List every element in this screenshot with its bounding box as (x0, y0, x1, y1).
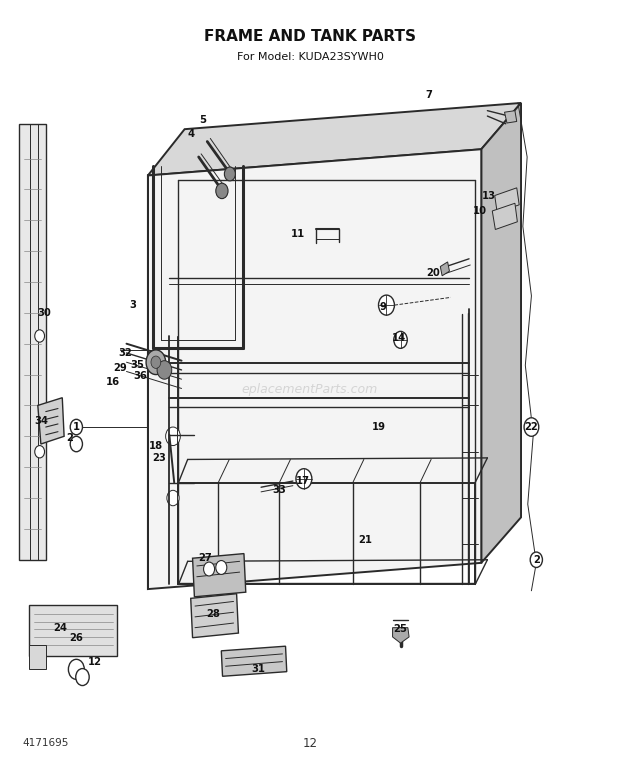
Text: 12: 12 (87, 657, 102, 667)
Circle shape (70, 436, 82, 452)
Text: 4171695: 4171695 (22, 739, 69, 749)
Circle shape (157, 360, 172, 379)
Text: 34: 34 (34, 416, 48, 426)
Polygon shape (505, 111, 516, 123)
Circle shape (203, 562, 215, 576)
Circle shape (151, 356, 161, 368)
Text: 26: 26 (69, 633, 83, 643)
Text: 1: 1 (73, 422, 80, 432)
Text: 16: 16 (106, 378, 120, 388)
Text: 21: 21 (358, 536, 372, 545)
Circle shape (76, 668, 89, 686)
Text: For Model: KUDA23SYWH0: For Model: KUDA23SYWH0 (237, 51, 383, 62)
Text: 9: 9 (380, 303, 387, 313)
Text: 22: 22 (525, 422, 538, 432)
Text: 33: 33 (273, 485, 286, 495)
Text: FRAME AND TANK PARTS: FRAME AND TANK PARTS (204, 29, 416, 44)
Circle shape (524, 418, 539, 436)
Polygon shape (193, 554, 246, 597)
Text: 13: 13 (482, 190, 495, 200)
Polygon shape (495, 188, 519, 212)
Circle shape (35, 330, 45, 342)
Polygon shape (19, 124, 46, 560)
Text: 14: 14 (392, 332, 406, 342)
Text: 23: 23 (152, 453, 166, 463)
Text: 30: 30 (37, 308, 51, 317)
Polygon shape (38, 398, 64, 444)
Text: 29: 29 (113, 363, 127, 374)
Circle shape (216, 183, 228, 199)
Polygon shape (29, 644, 46, 669)
Polygon shape (440, 262, 450, 276)
Text: 25: 25 (394, 624, 407, 634)
Text: 12: 12 (303, 737, 317, 750)
Polygon shape (221, 646, 287, 676)
Polygon shape (492, 204, 517, 229)
Text: 27: 27 (198, 553, 211, 563)
Text: 24: 24 (53, 622, 68, 633)
Text: 7: 7 (426, 90, 433, 100)
Circle shape (146, 350, 166, 374)
Text: 32: 32 (118, 348, 132, 358)
Text: 35: 35 (131, 360, 144, 370)
Circle shape (167, 491, 179, 505)
Text: 19: 19 (371, 422, 386, 432)
Circle shape (296, 469, 312, 489)
Polygon shape (392, 628, 409, 643)
Circle shape (394, 332, 407, 349)
Text: 11: 11 (291, 229, 305, 239)
Text: 20: 20 (427, 268, 440, 278)
Text: 10: 10 (473, 206, 487, 216)
Text: 36: 36 (133, 371, 147, 381)
Circle shape (70, 420, 82, 434)
Text: 31: 31 (251, 665, 265, 675)
Circle shape (224, 167, 236, 181)
Circle shape (68, 659, 84, 679)
Text: eplacementParts.com: eplacementParts.com (242, 384, 378, 396)
Circle shape (530, 552, 542, 568)
Circle shape (378, 295, 394, 315)
Text: 18: 18 (149, 441, 163, 451)
Text: 17: 17 (296, 476, 309, 486)
Polygon shape (29, 604, 117, 656)
Text: 4: 4 (187, 129, 194, 139)
Text: 28: 28 (206, 608, 220, 619)
Text: 2: 2 (66, 433, 73, 443)
Polygon shape (191, 594, 239, 638)
Text: 2: 2 (533, 555, 540, 565)
Circle shape (166, 427, 180, 445)
Circle shape (216, 561, 227, 574)
Text: 3: 3 (129, 300, 136, 310)
Polygon shape (148, 103, 521, 176)
Polygon shape (148, 149, 481, 589)
Circle shape (35, 445, 45, 458)
Polygon shape (481, 103, 521, 563)
Text: 5: 5 (200, 115, 206, 125)
